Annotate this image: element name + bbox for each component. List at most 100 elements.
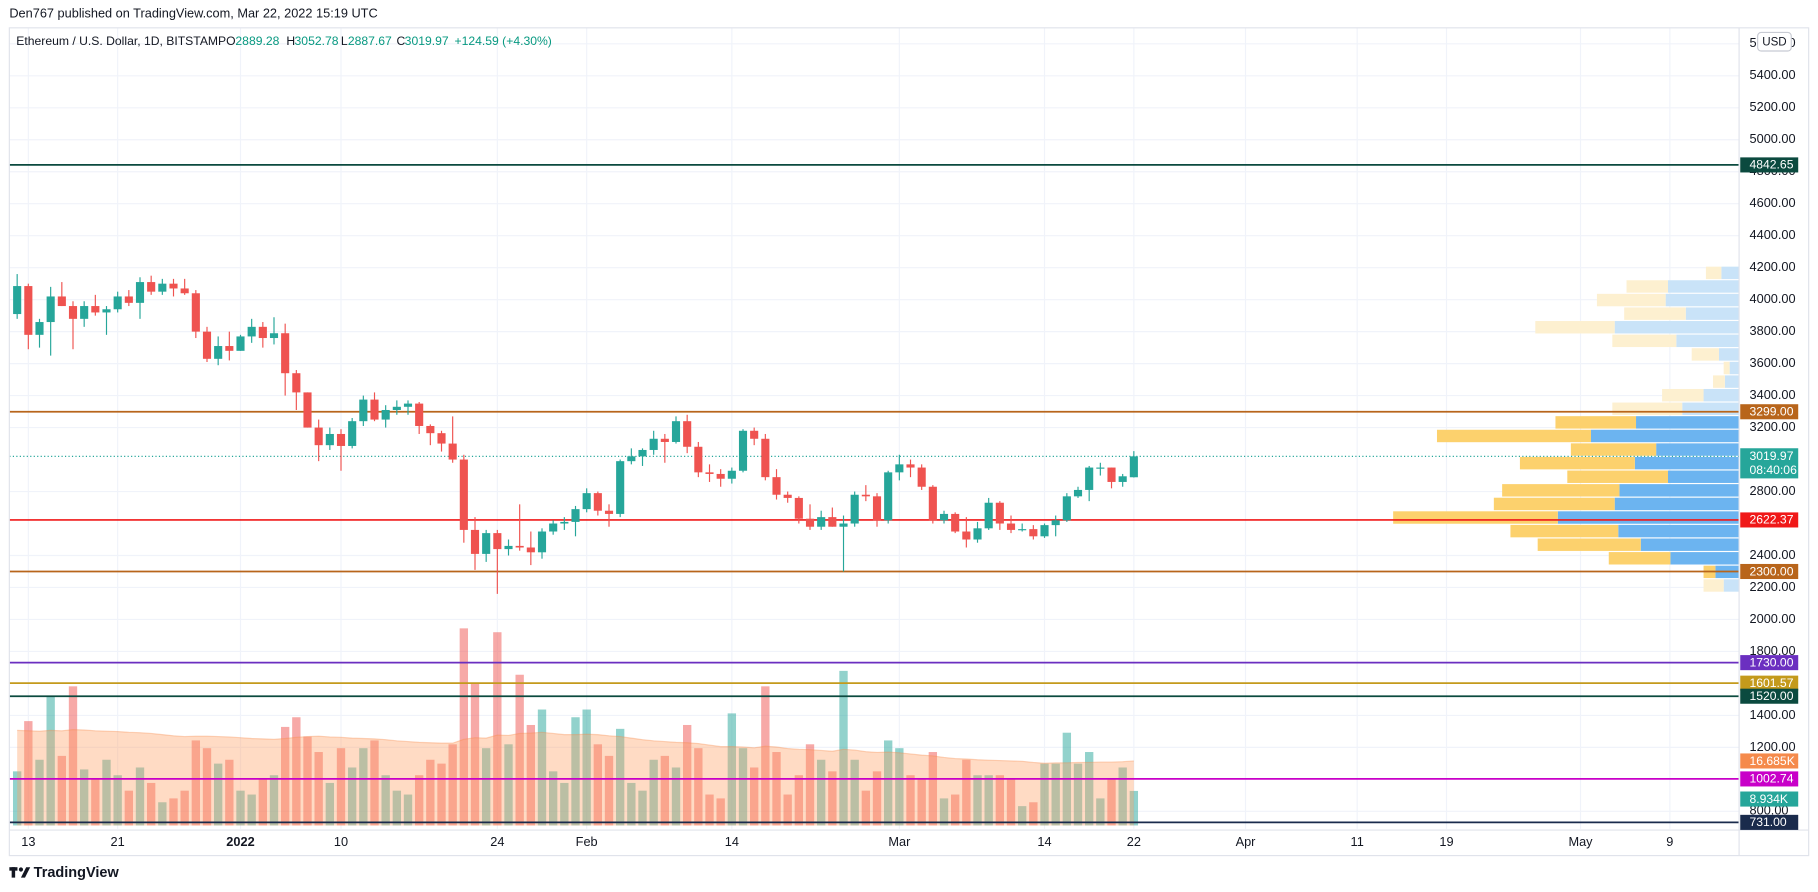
profile-up: [1676, 334, 1740, 348]
candle-body: [1085, 467, 1094, 490]
volume-bar: [392, 790, 402, 826]
profile-up: [1618, 524, 1740, 538]
volume-bar: [347, 767, 357, 826]
candle-body: [872, 496, 882, 521]
volume-bar: [1118, 767, 1127, 826]
candle-body: [57, 296, 66, 307]
candle-body: [1062, 496, 1071, 521]
candle-body: [727, 470, 736, 479]
profile-up: [1670, 552, 1740, 565]
candle-body: [102, 309, 111, 313]
currency-label[interactable]: USD: [1762, 36, 1786, 48]
level-label-bg: [1740, 563, 1799, 580]
candle-body: [537, 531, 547, 553]
candle-body: [493, 533, 502, 550]
x-tick-label: 24: [490, 834, 504, 849]
profile-up: [1557, 511, 1740, 524]
logo-part: [18, 867, 24, 872]
profile-up: [1685, 307, 1740, 320]
volume-ma-label: 16.685K: [1750, 754, 1795, 768]
currency-button[interactable]: [1757, 31, 1792, 52]
volume-bar: [828, 771, 837, 826]
level-label-bg: [1740, 655, 1799, 671]
candle-body: [180, 288, 189, 294]
y-tick-label: 3800.00: [1750, 323, 1796, 338]
candle-body: [359, 399, 368, 422]
candle-body: [616, 461, 625, 514]
volume-bar: [202, 748, 212, 826]
y-tick-label: 1800.00: [1750, 643, 1796, 658]
volume-bar: [135, 767, 145, 826]
x-tick-label: 11: [1351, 834, 1364, 849]
profile-down: [1537, 538, 1641, 551]
candle-body: [91, 306, 100, 313]
volume-bar: [24, 721, 33, 826]
candle-body: [683, 421, 692, 447]
legend-high: 3052.78: [295, 34, 339, 48]
volume-bar: [738, 748, 748, 826]
y-tick-label: 5400.00: [1750, 67, 1796, 82]
candle-body: [504, 545, 513, 550]
level-label-bg: [1740, 688, 1799, 704]
profile-up: [1718, 348, 1740, 361]
candle-body: [1073, 489, 1083, 497]
volume-bar: [750, 767, 759, 826]
candle-body: [459, 459, 468, 530]
volume-bar: [649, 759, 658, 826]
volume-bar: [1051, 763, 1060, 826]
volume-bar: [426, 759, 435, 826]
candle-body: [35, 322, 44, 335]
volume-bar: [280, 726, 290, 826]
level-label-bg: [1740, 814, 1799, 830]
level-label: 1520.00: [1750, 689, 1794, 703]
volume-bar: [213, 763, 223, 826]
volume-ma-label-bg: [1740, 753, 1799, 769]
level-label: 2300.00: [1750, 564, 1794, 578]
volume-bar: [269, 775, 279, 826]
candle-body: [895, 464, 904, 473]
volume-bar: [325, 782, 335, 826]
candle-body: [939, 513, 949, 521]
candle-body: [214, 346, 223, 359]
candle-body: [247, 326, 256, 337]
volume-bar: [962, 759, 971, 826]
y-tick-label: 4600.00: [1750, 195, 1796, 210]
volume-bar: [928, 752, 938, 826]
y-tick-label: 3600.00: [1750, 355, 1796, 370]
candle-body: [761, 438, 770, 478]
legend-key: H: [286, 34, 295, 48]
candle-body: [660, 438, 669, 442]
volume-bar: [984, 775, 993, 826]
y-tick-label: 2200.00: [1750, 579, 1796, 594]
candle-body: [24, 286, 33, 335]
volume-bar: [481, 748, 491, 826]
candle-body: [437, 433, 446, 444]
volume-bar: [57, 755, 67, 826]
candle-body: [828, 517, 837, 527]
candle-body: [381, 409, 390, 420]
volume-bar: [381, 775, 390, 826]
y-tick-label: 4200.00: [1750, 259, 1796, 274]
profile-up: [1619, 484, 1740, 497]
candle-body: [68, 306, 78, 319]
profile-down: [1436, 429, 1591, 443]
volume-bar: [292, 717, 301, 826]
candle-body: [928, 486, 937, 521]
volume-label-bg: [1740, 791, 1799, 807]
legend-key: O: [226, 34, 235, 48]
volume-bar: [102, 759, 111, 826]
volume-bar: [839, 670, 848, 826]
x-tick-label: May: [1568, 834, 1593, 849]
logo-part: [11, 867, 16, 878]
level-label: 3299.00: [1750, 405, 1794, 419]
volume-bar: [671, 767, 681, 826]
y-tick-label: 3400.00: [1750, 387, 1796, 402]
profile-up: [1656, 443, 1740, 456]
volume-bar: [1006, 779, 1016, 826]
volume-bar: [705, 794, 714, 826]
volume-bar: [1107, 779, 1116, 826]
candle-body: [482, 533, 491, 554]
volume-bar: [951, 794, 960, 826]
volume-bar: [973, 775, 982, 826]
volume-bar: [303, 736, 312, 826]
